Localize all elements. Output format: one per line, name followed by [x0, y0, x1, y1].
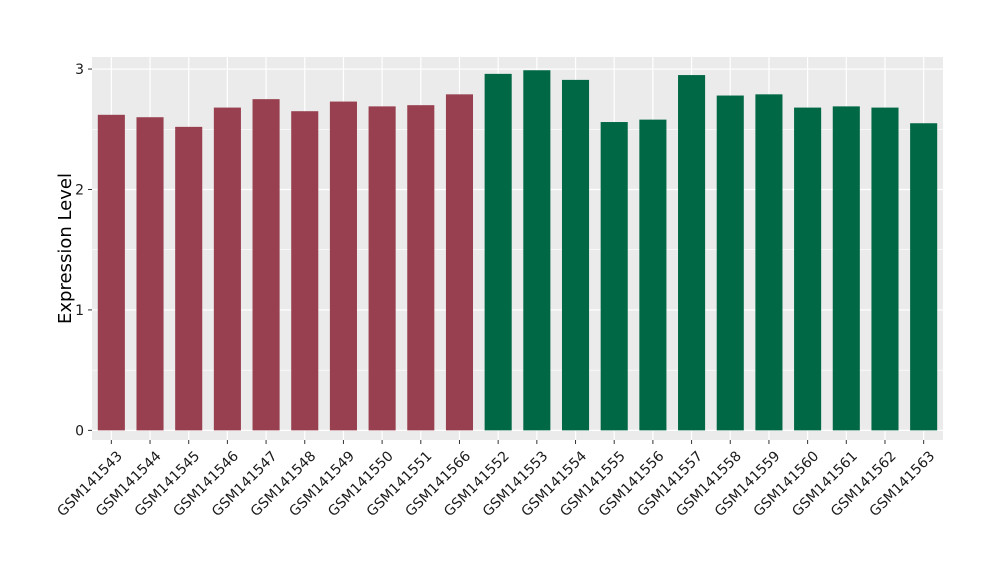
y-tick-label: 0	[75, 423, 84, 439]
bar	[252, 99, 280, 431]
bar	[871, 107, 899, 431]
y-axis-title: Expression Level	[55, 173, 76, 324]
x-axis: GSM141543GSM141544GSM141545GSM141546GSM1…	[54, 440, 938, 520]
bars	[97, 70, 938, 431]
bar	[484, 73, 512, 431]
bar	[716, 95, 744, 431]
y-tick-label: 2	[75, 182, 84, 198]
bar	[794, 107, 822, 431]
x-tick-label: GSM141543	[54, 448, 126, 520]
bar	[213, 107, 241, 431]
bar	[755, 94, 783, 431]
bar	[832, 106, 860, 431]
bar	[368, 106, 396, 431]
y-tick-label: 3	[75, 62, 84, 78]
bar	[291, 111, 319, 431]
bar	[600, 122, 628, 431]
bar	[407, 105, 435, 431]
bar	[136, 117, 164, 431]
bar	[639, 119, 667, 431]
bar	[445, 94, 474, 431]
bar	[523, 70, 551, 431]
y-tick-label: 1	[75, 303, 84, 319]
bar	[175, 126, 203, 431]
bar	[561, 79, 590, 431]
y-axis: 0 1 2 3	[75, 62, 92, 439]
bar	[678, 75, 706, 431]
bar	[329, 101, 357, 431]
bar	[97, 114, 125, 431]
bar	[910, 123, 938, 431]
